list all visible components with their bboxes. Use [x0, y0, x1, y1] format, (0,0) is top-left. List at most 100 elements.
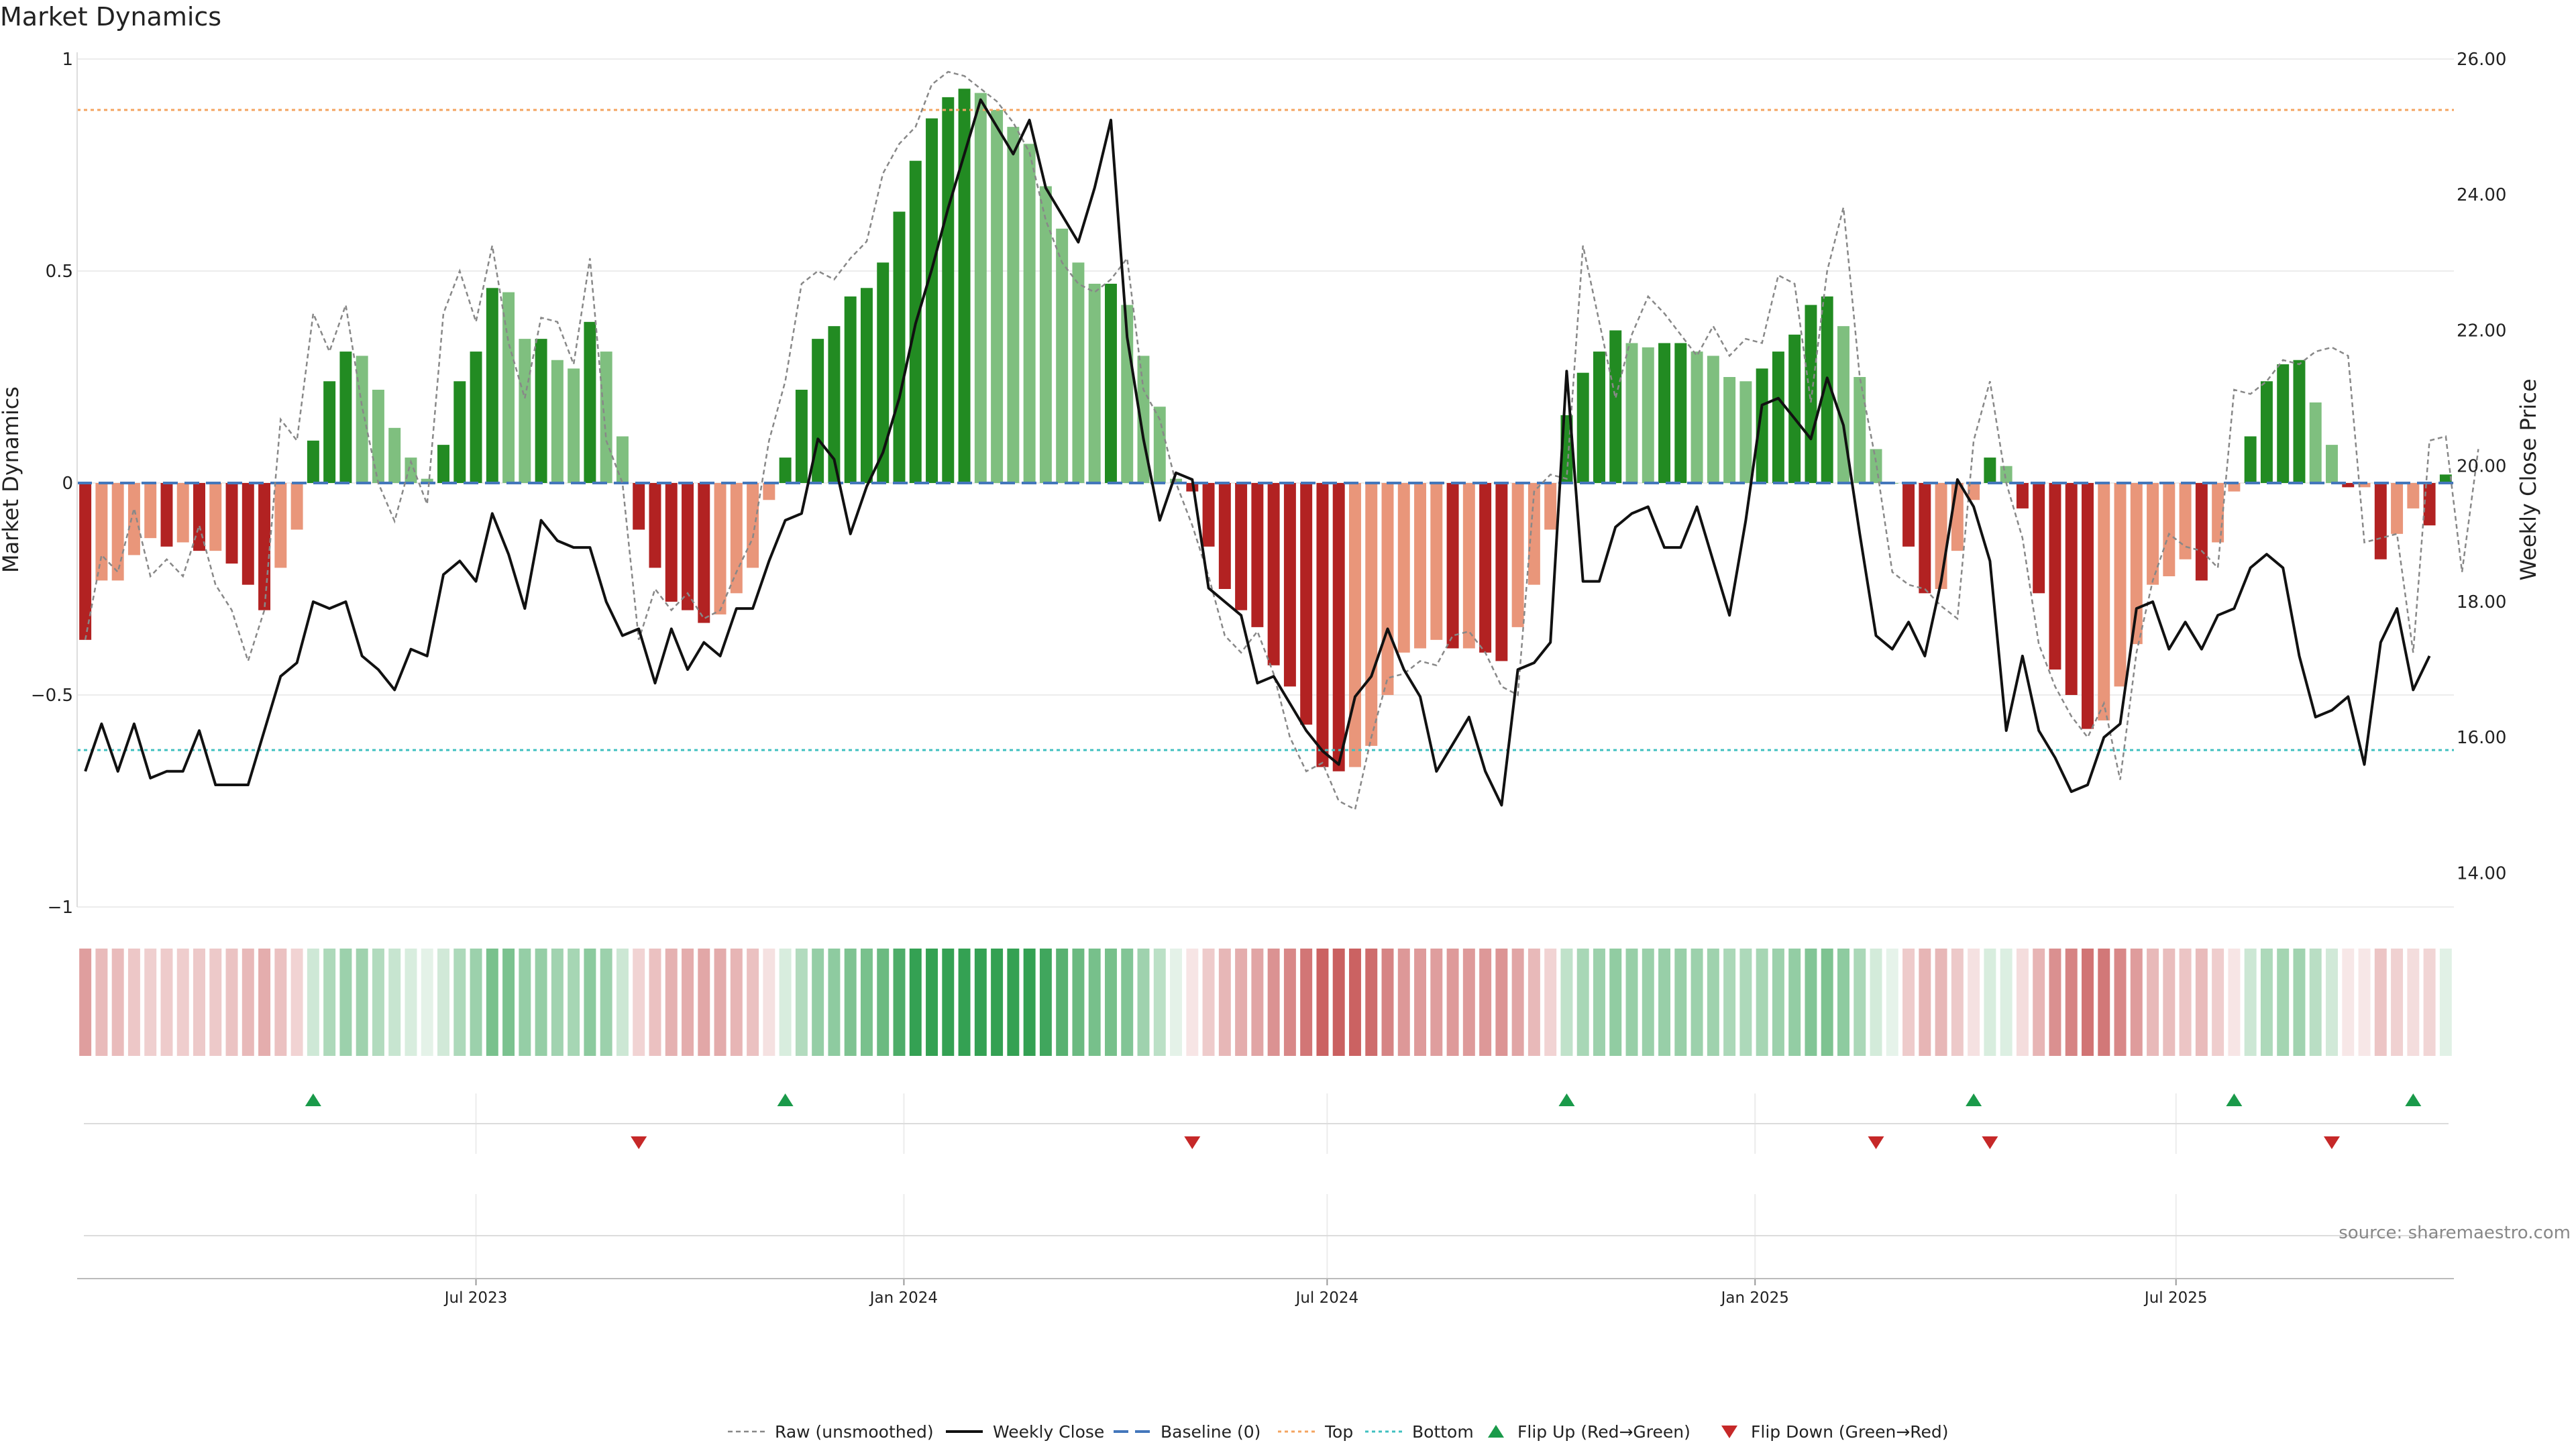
- heat-tile: [405, 949, 417, 1056]
- dynamics-bar: [1674, 343, 1687, 483]
- heat-tile: [2309, 949, 2322, 1056]
- heat-tile: [1495, 949, 1508, 1056]
- dynamics-bar: [535, 339, 547, 483]
- heat-tile: [828, 949, 841, 1056]
- left-tick-label: 1: [62, 50, 73, 70]
- dynamics-bar: [714, 483, 727, 614]
- flip-up-marker: [2405, 1093, 2422, 1106]
- heat-tile: [519, 949, 531, 1056]
- heat-tile: [1576, 949, 1589, 1056]
- dynamics-bar: [551, 360, 564, 483]
- heat-tile: [2033, 949, 2045, 1056]
- heat-tile: [649, 949, 661, 1056]
- dynamics-bar: [649, 483, 661, 568]
- heat-tile: [1511, 949, 1524, 1056]
- heat-tile: [1658, 949, 1671, 1056]
- heat-tile: [1397, 949, 1410, 1056]
- heat-tile: [1121, 949, 1134, 1056]
- right-tick-label: 26.00: [2457, 50, 2506, 70]
- heat-tile: [1332, 949, 1345, 1056]
- dynamics-bar: [2439, 474, 2452, 483]
- heat-tile: [2163, 949, 2176, 1056]
- heat-tile: [1919, 949, 1931, 1056]
- dynamics-bar: [1625, 343, 1638, 483]
- heat-tile: [1935, 949, 1947, 1056]
- flip-down-marker: [631, 1136, 647, 1149]
- heat-tile: [1642, 949, 1654, 1056]
- dynamics-bar: [1756, 368, 1768, 483]
- heat-tile: [1235, 949, 1248, 1056]
- dynamics-bar: [274, 483, 287, 568]
- heat-tile: [1837, 949, 1849, 1056]
- heat-tile: [1674, 949, 1687, 1056]
- heat-tile: [893, 949, 906, 1056]
- heat-tile: [1854, 949, 1866, 1056]
- dynamics-bar: [356, 356, 368, 483]
- dynamics-bar: [893, 211, 906, 483]
- heat-tile: [2260, 949, 2273, 1056]
- flip-up-marker: [2226, 1093, 2243, 1106]
- reference-lines: [77, 70, 2479, 811]
- dynamics-bar: [795, 389, 808, 483]
- flip-up-marker: [1558, 1093, 1575, 1106]
- heat-tile: [1414, 949, 1427, 1056]
- legend-item: Raw (unsmoothed): [728, 1422, 934, 1442]
- dynamics-bar: [1104, 283, 1117, 483]
- heat-tile: [470, 949, 482, 1056]
- heat-tile: [1902, 949, 1915, 1056]
- left-tick-label: −1: [48, 898, 73, 918]
- dynamics-bar: [1495, 483, 1508, 661]
- dynamics-bar: [1348, 483, 1361, 767]
- heat-tile: [1023, 949, 1036, 1056]
- heat-tile: [1072, 949, 1085, 1056]
- heat-tile: [79, 949, 92, 1056]
- heat-tile: [1137, 949, 1150, 1056]
- legend-item: Bottom: [1365, 1422, 1474, 1442]
- dynamics-bar: [1332, 483, 1345, 771]
- heat-tile: [763, 949, 775, 1056]
- raw-series-line: [84, 70, 2479, 811]
- heat-tile: [193, 949, 205, 1056]
- right-tick-label: 16.00: [2457, 728, 2506, 748]
- dynamics-bar: [1739, 381, 1752, 483]
- dynamics-bar: [1251, 483, 1264, 627]
- dynamics-bar: [844, 296, 857, 483]
- heat-tile: [535, 949, 547, 1056]
- heat-tile: [307, 949, 319, 1056]
- heat-tile: [1886, 949, 1898, 1056]
- dynamics-bar: [290, 483, 303, 530]
- heat-tile: [290, 949, 303, 1056]
- heat-tile: [698, 949, 710, 1056]
- left-axis-label: Market Dynamics: [0, 386, 23, 573]
- dynamics-bar: [1072, 262, 1085, 483]
- dynamics-bar: [2179, 483, 2192, 559]
- dynamics-bar: [241, 483, 254, 585]
- heat-tile: [779, 949, 792, 1056]
- dynamics-bar: [111, 483, 124, 581]
- dynamics-bar: [1283, 483, 1296, 687]
- heat-tile: [502, 949, 515, 1056]
- dynamics-bar: [2016, 483, 2029, 508]
- heat-tile: [1104, 949, 1117, 1056]
- heat-tile: [111, 949, 124, 1056]
- heat-tile: [1609, 949, 1622, 1056]
- dynamics-bar: [1088, 283, 1101, 483]
- heat-tile: [1756, 949, 1768, 1056]
- heat-tile: [1723, 949, 1736, 1056]
- heat-tile: [274, 949, 287, 1056]
- dynamics-bar: [1446, 483, 1459, 649]
- dynamics-bar: [828, 326, 841, 483]
- heat-tile: [1968, 949, 1980, 1056]
- dynamics-bar: [1462, 483, 1475, 649]
- legend-swatch: [1721, 1426, 1737, 1438]
- x-tick-label: Jul 2025: [2143, 1289, 2208, 1307]
- dynamics-bar: [144, 483, 157, 539]
- heat-tile: [844, 949, 857, 1056]
- heat-tile: [453, 949, 466, 1056]
- heat-tile: [600, 949, 612, 1056]
- dynamics-bar: [1430, 483, 1443, 640]
- heat-tile: [1186, 949, 1199, 1056]
- flip-down-marker: [2323, 1136, 2340, 1149]
- heat-tile: [2098, 949, 2110, 1056]
- heat-tile: [1381, 949, 1394, 1056]
